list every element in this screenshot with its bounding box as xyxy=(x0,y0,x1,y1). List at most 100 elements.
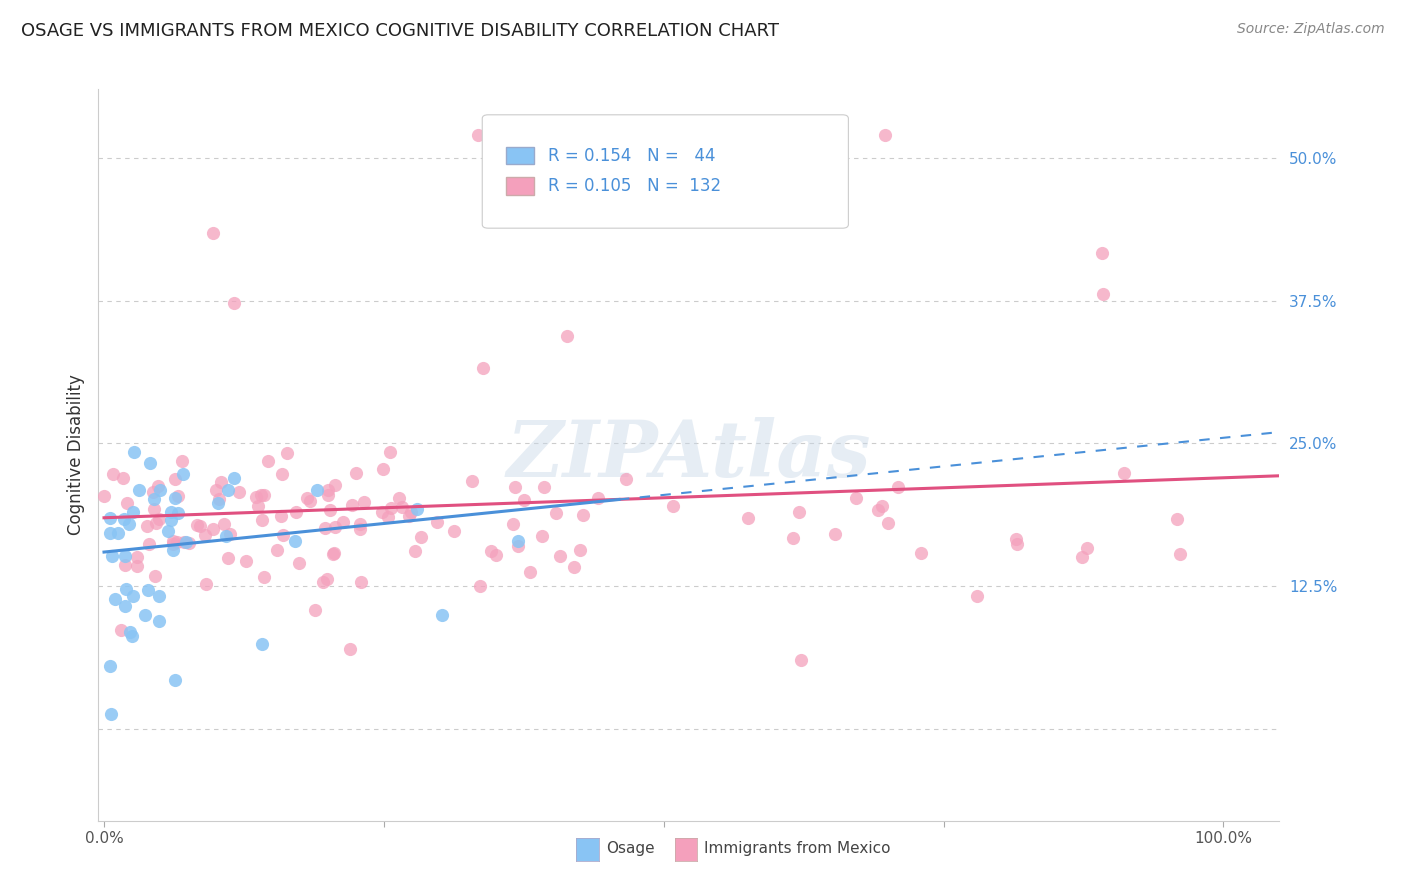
Point xyxy=(148,589,170,603)
Point xyxy=(100,659,122,673)
Point xyxy=(411,530,433,544)
Point xyxy=(118,517,141,532)
Point xyxy=(253,488,276,502)
Point xyxy=(222,296,245,310)
Point xyxy=(1005,532,1028,546)
Point xyxy=(318,503,340,517)
Point xyxy=(572,508,595,522)
Point xyxy=(322,546,344,560)
Point xyxy=(868,503,890,517)
Point xyxy=(339,642,361,657)
Point xyxy=(471,360,494,375)
Point xyxy=(205,483,228,498)
Point xyxy=(316,488,339,502)
Point xyxy=(250,637,273,651)
Point xyxy=(145,516,167,530)
Point xyxy=(614,472,637,486)
Point xyxy=(246,499,269,513)
Point xyxy=(186,517,208,532)
Point xyxy=(461,474,484,488)
Point xyxy=(104,591,127,606)
Point xyxy=(125,558,148,573)
Point xyxy=(148,511,170,525)
Point xyxy=(533,480,555,494)
Point xyxy=(887,480,910,494)
Point xyxy=(121,589,143,603)
Point xyxy=(162,542,184,557)
Point xyxy=(121,629,143,643)
Point xyxy=(404,544,426,558)
Point xyxy=(201,522,224,536)
Text: R = 0.105   N =  132: R = 0.105 N = 132 xyxy=(548,177,721,195)
Point xyxy=(235,554,257,568)
Point xyxy=(134,608,156,623)
Point xyxy=(215,529,238,543)
Point xyxy=(143,569,166,583)
Point xyxy=(1005,537,1028,551)
Point xyxy=(270,467,292,482)
Point xyxy=(1166,511,1188,525)
Point xyxy=(1076,541,1098,555)
Point xyxy=(391,500,413,515)
Point xyxy=(285,505,308,519)
Point xyxy=(307,483,329,497)
Point xyxy=(172,467,194,481)
Point xyxy=(377,510,399,524)
Text: Immigrants from Mexico: Immigrants from Mexico xyxy=(704,841,891,856)
Point xyxy=(790,653,813,667)
Point xyxy=(479,544,502,558)
Point xyxy=(1091,246,1114,260)
Point xyxy=(1168,547,1191,561)
Point xyxy=(111,470,134,484)
Point xyxy=(316,483,339,498)
Text: Osage: Osage xyxy=(606,841,655,856)
Point xyxy=(876,516,898,530)
Point xyxy=(101,549,124,563)
Point xyxy=(209,475,232,490)
Point xyxy=(966,589,988,603)
Point xyxy=(148,614,170,628)
Point xyxy=(217,551,239,566)
Point xyxy=(143,492,166,507)
Point xyxy=(114,549,136,564)
Text: R = 0.154   N =   44: R = 0.154 N = 44 xyxy=(548,146,716,165)
Point xyxy=(312,574,335,589)
Point xyxy=(531,529,554,543)
Point xyxy=(121,505,143,519)
Point xyxy=(398,509,420,524)
Point xyxy=(546,506,568,520)
Point xyxy=(505,480,527,494)
Point xyxy=(208,491,231,506)
Point xyxy=(506,539,529,553)
Point xyxy=(195,577,218,591)
Point xyxy=(176,535,198,549)
Point xyxy=(218,526,240,541)
Point xyxy=(160,505,183,519)
Point xyxy=(228,485,250,500)
Point xyxy=(371,462,394,476)
Point xyxy=(658,207,681,221)
Point xyxy=(222,471,245,485)
Point xyxy=(661,499,683,513)
Point xyxy=(288,556,311,570)
Point xyxy=(467,128,489,142)
Point xyxy=(245,490,267,504)
Point xyxy=(142,484,165,499)
FancyBboxPatch shape xyxy=(482,115,848,228)
Point xyxy=(124,445,146,459)
Point xyxy=(249,488,271,502)
Point xyxy=(207,495,229,509)
Point xyxy=(322,547,344,561)
Point xyxy=(406,502,429,516)
Point xyxy=(1070,549,1092,564)
Point xyxy=(824,526,846,541)
Point xyxy=(502,516,524,531)
Point xyxy=(588,491,610,505)
Point xyxy=(519,565,541,579)
Point xyxy=(160,513,183,527)
Point xyxy=(782,531,804,545)
Point xyxy=(332,515,354,529)
Y-axis label: Cognitive Disability: Cognitive Disability xyxy=(66,375,84,535)
Point xyxy=(139,456,162,470)
Point xyxy=(93,489,115,503)
